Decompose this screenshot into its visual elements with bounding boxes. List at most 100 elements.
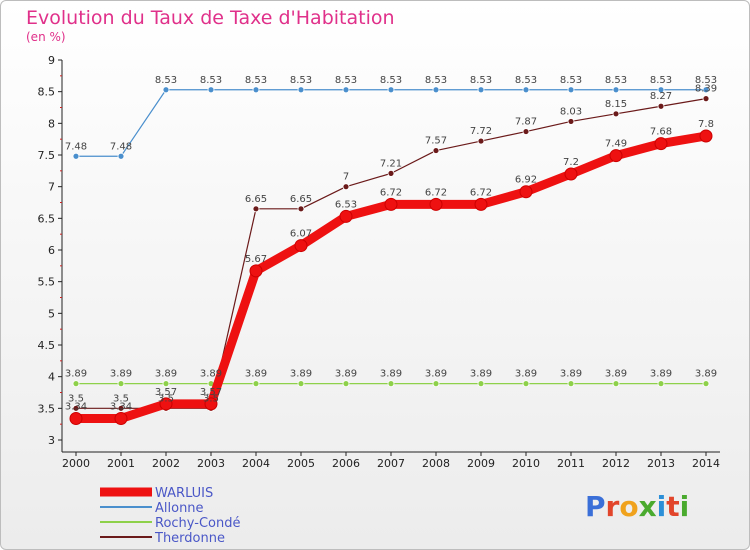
x-tick-label: 2006 [332,457,360,470]
data-point [477,137,485,145]
y-axis-ticks: 3 3.5 4 4.5 5 5.5 6 6.5 7 7.5 8 8.5 9 [38,54,62,447]
legend-label: Allonne [155,501,204,516]
data-point [117,404,125,412]
data-point [249,264,263,278]
series-layer [69,86,713,425]
data-label: 3.57 [200,387,222,398]
data-point [432,380,440,388]
data-point [297,205,305,213]
data-label: 8.27 [650,91,672,102]
data-point [342,183,350,191]
data-label: 8.53 [560,75,582,86]
data-point [252,205,260,213]
data-label: 8.53 [650,75,672,86]
x-axis-ticks: 2000 2001 2002 2003 2004 2005 2006 2007 2008 2009… [62,452,720,470]
data-label: 8.53 [425,75,447,86]
data-point [204,397,218,411]
data-point [657,380,665,388]
data-label: 3.89 [155,369,177,380]
data-point [612,86,620,94]
data-point [72,404,80,412]
data-label: 3.34 [65,401,87,412]
data-label: 8.53 [695,75,717,86]
y-tick-label: 3.5 [38,402,56,415]
data-label: 8.53 [155,75,177,86]
chart-title: Evolution du Taux de Taxe d'Habitation [26,7,395,29]
data-point [387,380,395,388]
data-label: 3.89 [695,369,717,380]
data-point [567,380,575,388]
data-point [117,152,125,160]
x-tick-label: 2009 [467,457,495,470]
data-label: 7.21 [380,158,402,169]
logo-letter: x [639,490,657,523]
data-label: 3.89 [200,369,222,380]
logo-letter: r [606,490,620,523]
data-point [72,152,80,160]
data-label: 3.5 [113,393,129,404]
data-label: 8.53 [605,75,627,86]
data-label: 8.03 [560,106,582,117]
data-label: 7 [343,172,349,183]
legend-label: Therdonne [154,531,225,546]
data-point [609,149,623,163]
data-point [654,137,668,151]
data-labels: 3.34 3.343.57 3.575.676.076.536.72 6.72 6.72… [65,75,717,413]
logo-letter: i [680,490,690,523]
data-label: 7.72 [470,126,492,137]
data-point [522,380,530,388]
x-tick-label: 2001 [107,457,135,470]
y-tick-label: 3 [48,434,55,447]
logo-letter: P [585,490,606,523]
data-label: 7.57 [425,136,447,147]
x-tick-label: 2000 [62,457,90,470]
data-label: 3.5 [68,393,84,404]
legend-label: WARLUIS [155,486,213,501]
y-tick-label: 8.5 [38,86,56,99]
data-label: 3.89 [245,369,267,380]
data-point [657,102,665,110]
data-label: 7.49 [605,139,627,150]
data-point [522,86,530,94]
data-point [702,380,710,388]
y-tick-label: 7 [48,181,55,194]
data-label: 3.89 [560,369,582,380]
x-tick-label: 2007 [377,457,405,470]
y-tick-label: 6 [48,244,55,257]
data-point [207,86,215,94]
data-point [567,118,575,125]
chart-subtitle: (en %) [26,30,66,44]
y-tick-label: 6.5 [38,212,56,225]
data-point [297,380,305,388]
legend-label: Rochy-Condé [155,516,240,531]
data-point [252,380,260,388]
x-tick-label: 2014 [692,457,720,470]
y-tick-label: 4 [48,371,55,384]
data-point [72,380,80,388]
data-label: 6.65 [245,194,267,205]
data-point [387,86,395,94]
data-point [429,197,443,211]
data-label: 7.2 [563,157,579,168]
data-point [702,86,710,94]
data-label: 3.89 [650,369,672,380]
data-point [564,167,578,181]
x-tick-label: 2008 [422,457,450,470]
x-tick-label: 2005 [287,457,315,470]
data-point [159,397,173,411]
logo-letter: t [666,490,679,523]
data-label: 7.48 [110,141,132,152]
y-tick-label: 8 [48,117,55,130]
y-tick-label: 7.5 [38,149,56,162]
data-label: 3.89 [335,369,357,380]
data-label: 8.53 [245,75,267,86]
x-tick-label: 2012 [602,457,630,470]
x-tick-label: 2010 [512,457,540,470]
data-point [699,129,713,143]
data-label: 3.89 [65,369,87,380]
data-label: 6.92 [515,175,537,186]
logo-letter: i [657,490,667,523]
data-label: 7.87 [515,117,537,128]
